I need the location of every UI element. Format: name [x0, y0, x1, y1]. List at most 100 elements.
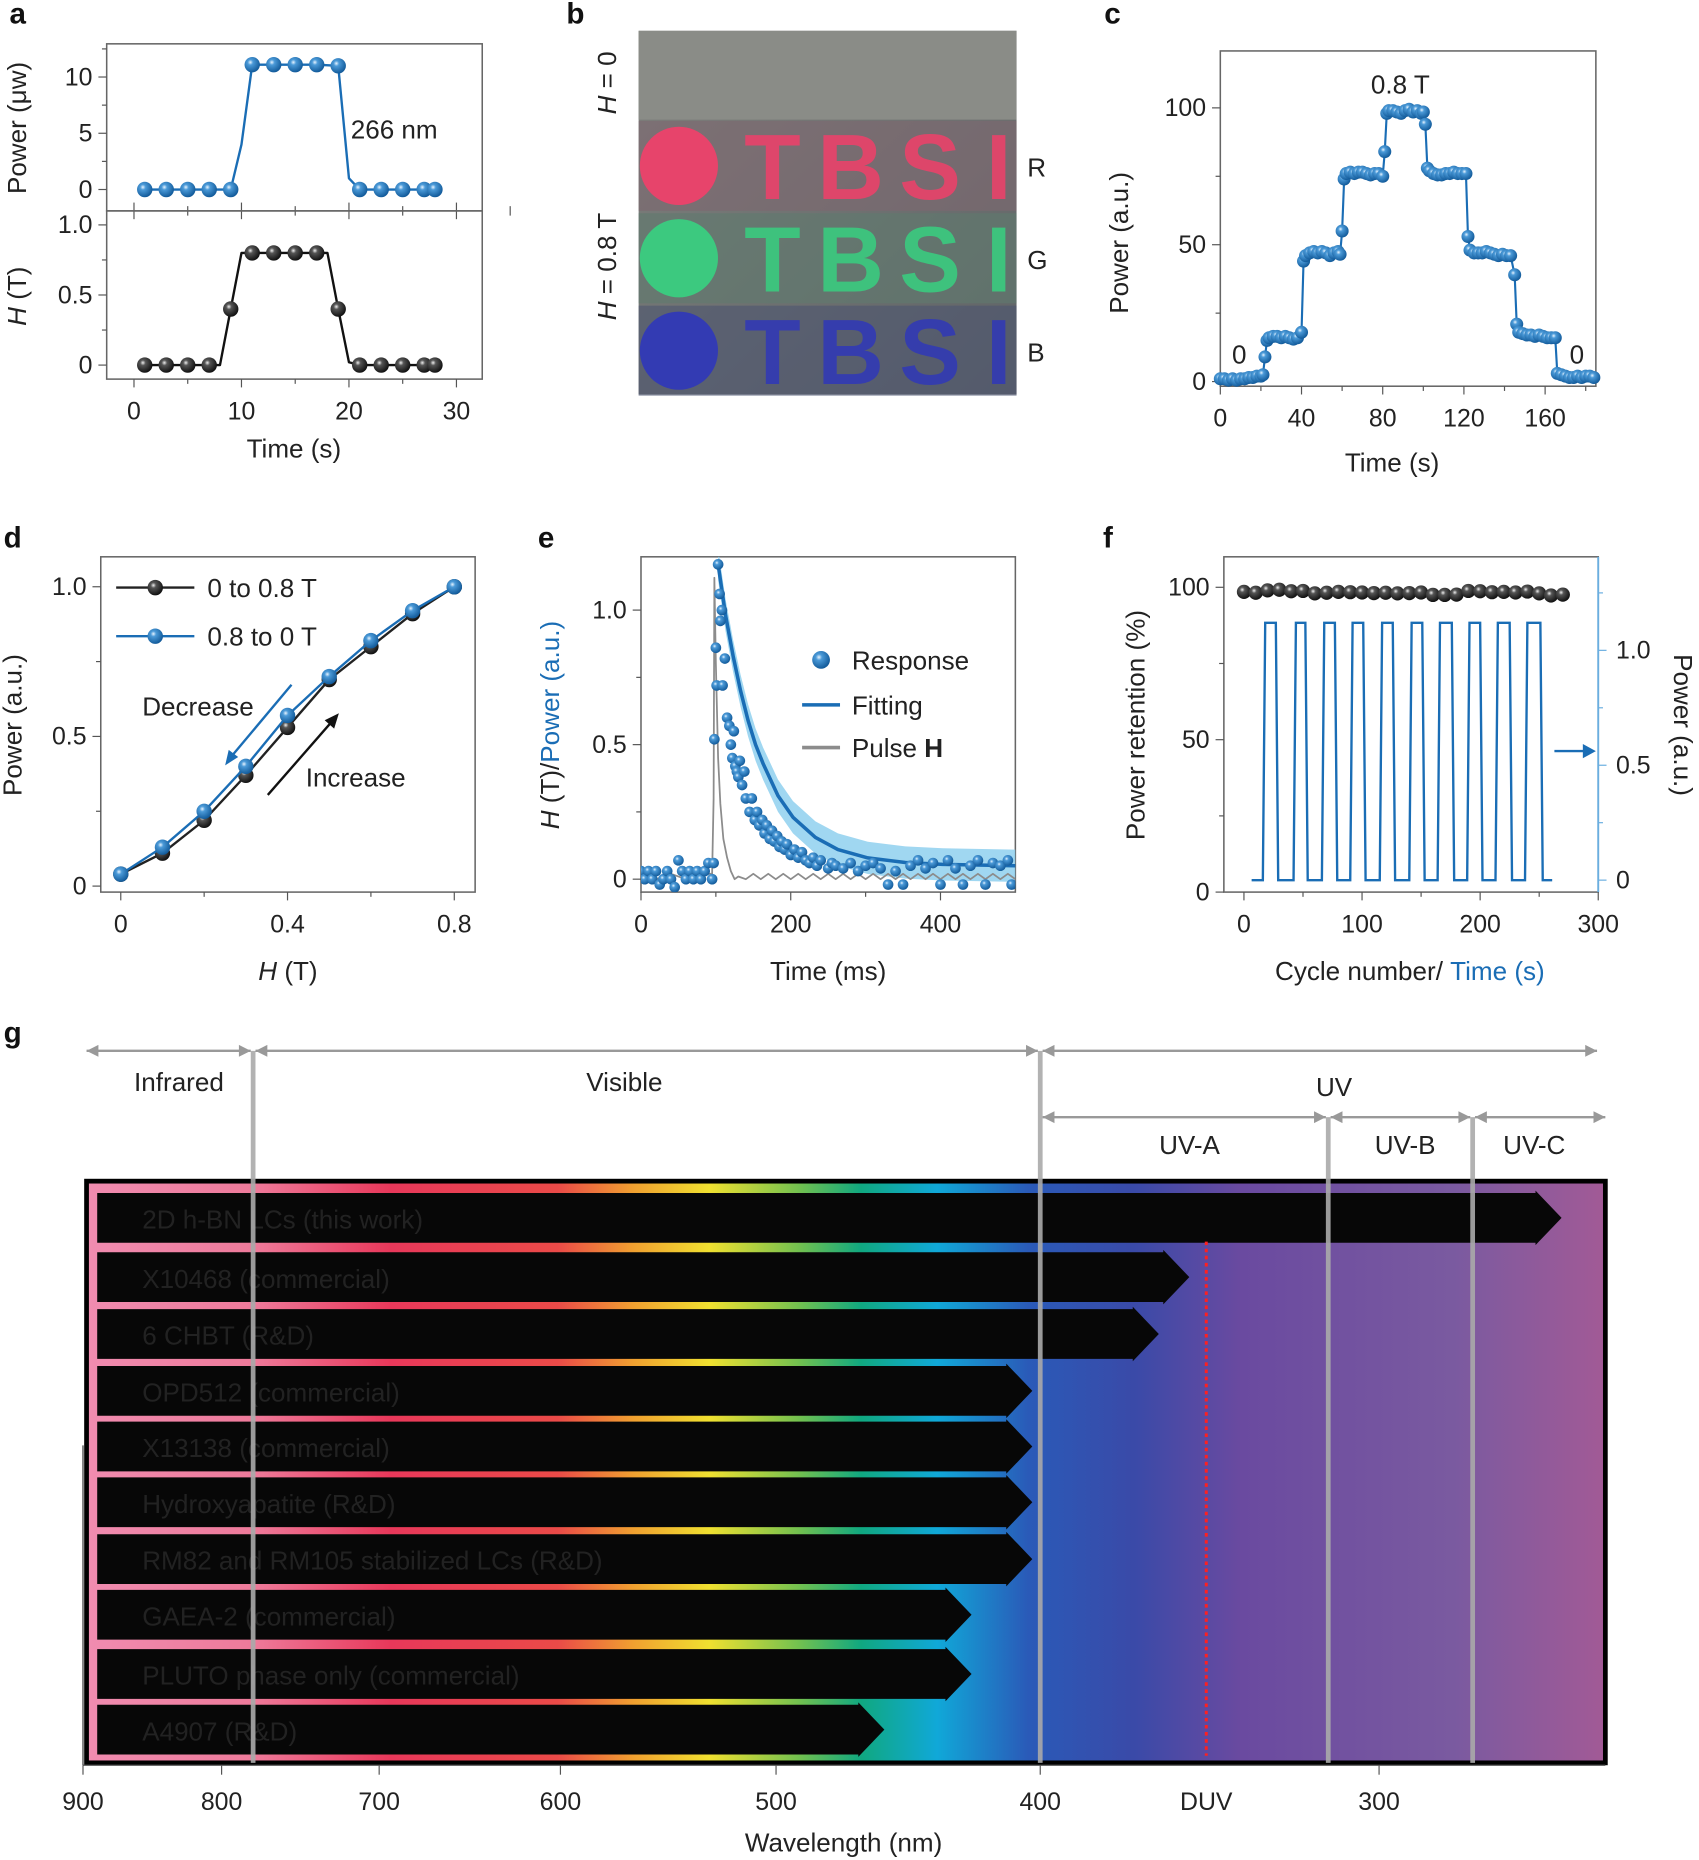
data-point	[352, 181, 368, 198]
data-point	[394, 181, 411, 198]
y-axis-label: Power (a.u.)	[1104, 172, 1134, 314]
data-point	[699, 865, 710, 877]
data-point	[1248, 585, 1263, 600]
x-tick-label: 0	[634, 910, 648, 938]
label-part: Time (s)	[1450, 956, 1545, 986]
data-point	[1331, 584, 1346, 599]
decrease-annotation: Decrease	[142, 692, 253, 722]
data-point	[147, 628, 163, 644]
increase-arrowhead-icon	[324, 713, 339, 729]
region-uva: UV-A	[1159, 1130, 1220, 1160]
range-bar	[97, 1190, 1562, 1246]
data-point	[266, 56, 282, 73]
data-point	[154, 839, 171, 855]
data-point	[180, 357, 196, 373]
field-label-on: H = 0.8 T	[592, 213, 622, 320]
x-tick-label: 800	[201, 1788, 242, 1816]
chart-g: 2D h-BN LCs (this work) X10468 (commercia…	[62, 1044, 1608, 1858]
data-point	[815, 855, 827, 866]
legend-pulse: Pulse H	[852, 733, 943, 763]
data-point	[728, 725, 740, 737]
region-infrared: Infrared	[134, 1067, 224, 1097]
label-part: (T)	[2, 267, 32, 308]
data-point	[734, 755, 746, 767]
x-axis-label: Time (s)	[1345, 448, 1440, 478]
y-tick-label: 0	[613, 865, 627, 893]
data-point	[680, 873, 692, 885]
y-axis-label: H (T)/Power (a.u.)	[535, 621, 565, 829]
region-uvc: UV-C	[1503, 1130, 1565, 1160]
photo-panel-b: T B S I RT B S I GT B S I B	[638, 30, 1047, 404]
panel-label-b: b	[566, 0, 584, 31]
data-point	[837, 863, 849, 874]
data-point	[845, 857, 856, 869]
x-tick-label: 0	[114, 910, 128, 938]
x-axis-label: H (T)	[258, 956, 317, 986]
arrowhead-icon	[1042, 1111, 1055, 1124]
data-point	[965, 860, 976, 872]
data-point	[373, 181, 389, 198]
arrowhead-icon	[1593, 1111, 1606, 1124]
y-tick-label: 1.0	[52, 573, 87, 601]
y-tick-label: 0	[73, 872, 87, 900]
x-tick-label: 0	[1213, 404, 1227, 432]
data-point	[1295, 583, 1311, 599]
data-point	[1335, 224, 1349, 238]
label-part: Power (a.u.)	[535, 621, 565, 763]
data-point	[1425, 587, 1441, 603]
range-bar	[97, 1531, 1033, 1587]
data-point	[1520, 584, 1535, 599]
y-axis-label: H (T)	[2, 267, 32, 326]
x-tick-label: 20	[335, 397, 363, 425]
data-point	[673, 855, 684, 866]
photo-letter: I	[986, 207, 1012, 311]
data-point	[736, 779, 748, 791]
data-point	[721, 712, 733, 724]
data-point	[1548, 331, 1562, 345]
data-point	[244, 56, 260, 73]
spectrum-frame	[84, 1178, 1608, 1766]
data-point	[330, 58, 346, 74]
data-point	[751, 806, 763, 818]
data-point	[1333, 247, 1347, 261]
data-point	[1390, 586, 1405, 601]
increase-annotation: Increase	[306, 763, 406, 793]
bar-label: X10468 (commercial)	[142, 1264, 390, 1294]
photo-letter: T	[744, 115, 800, 219]
data-point	[287, 56, 303, 73]
x-axis-label: Cycle number/ Time (s)	[1275, 956, 1545, 986]
data-point	[1473, 584, 1488, 599]
field-label-zero: H = 0	[592, 51, 622, 114]
arrowhead-icon	[1458, 1111, 1471, 1124]
label-part: H	[592, 301, 622, 320]
y-tick-label: 0	[79, 176, 93, 204]
color-dot	[639, 219, 718, 298]
data-point	[1402, 585, 1417, 601]
photo-letter: B	[817, 207, 884, 311]
data-point	[287, 245, 303, 261]
data-point	[180, 181, 196, 198]
data-point	[781, 838, 793, 850]
data-point	[1258, 350, 1272, 364]
plot-frame	[640, 556, 1017, 893]
data-point	[196, 803, 212, 819]
data-point	[942, 855, 954, 866]
region-uv: UV	[1316, 1072, 1353, 1102]
chart-a-top: 0 5 10	[65, 43, 511, 220]
arrowhead-icon	[1314, 1111, 1326, 1124]
data-point	[643, 865, 654, 877]
bar-label: A4907 (R&D)	[142, 1716, 297, 1746]
range-bar	[97, 1306, 1159, 1362]
data-point	[852, 865, 864, 877]
label-part: H	[924, 733, 943, 763]
data-point	[1416, 105, 1430, 119]
y-tick-label: 5	[79, 120, 93, 148]
y-tick-label: 10	[65, 63, 93, 91]
data-point	[427, 357, 443, 373]
arrowhead-icon	[1026, 1044, 1038, 1057]
data-point	[1484, 585, 1500, 600]
data-point	[796, 846, 808, 858]
data-point	[688, 873, 699, 885]
data-point	[279, 707, 296, 724]
x-tick-label: 200	[1459, 910, 1500, 938]
